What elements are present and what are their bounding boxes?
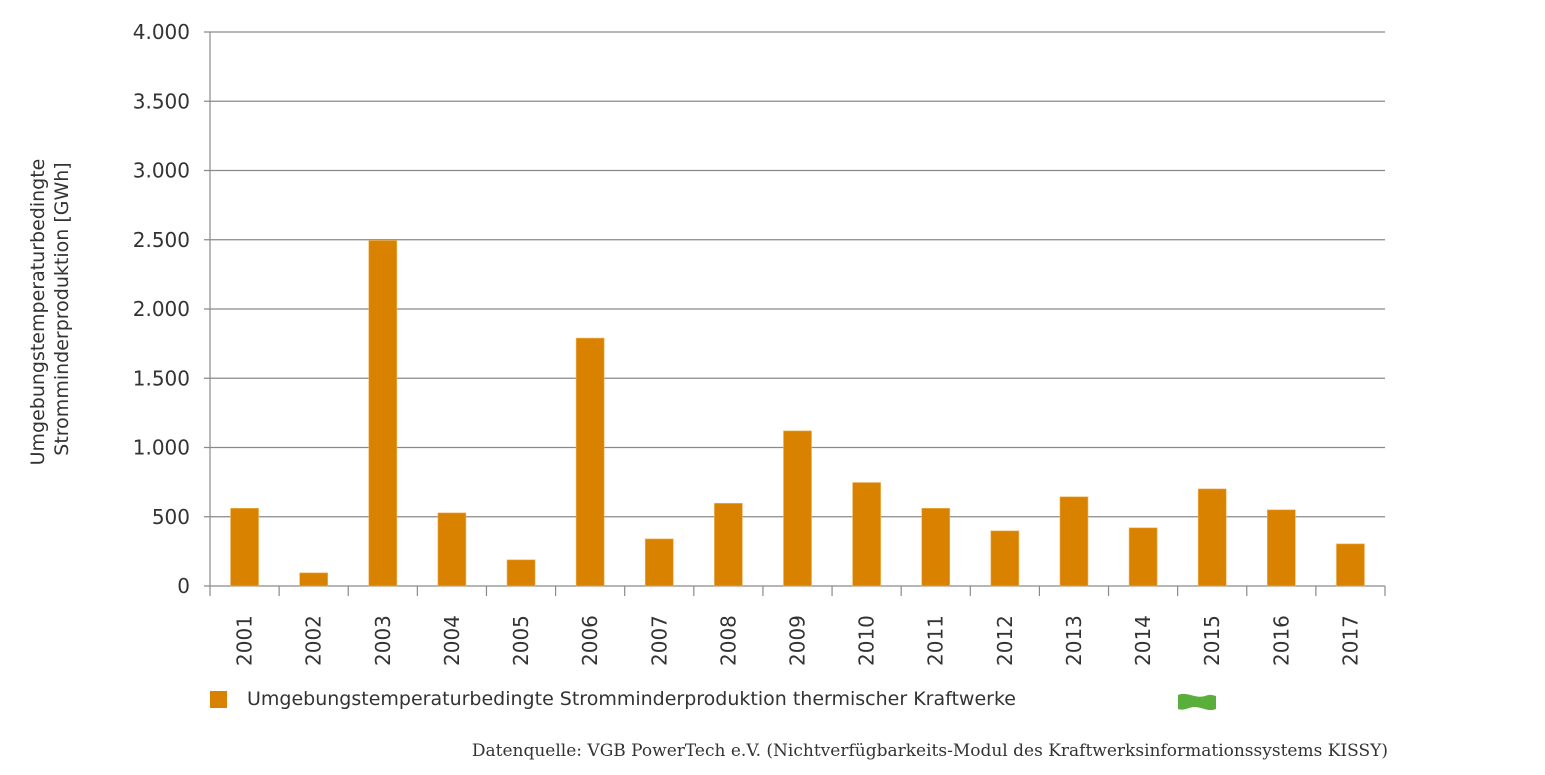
x-tick-label: 2010 [855,615,879,666]
bar-2001 [230,508,259,587]
legend: Umgebungstemperaturbedingte Stromminderp… [210,688,1016,710]
bar-2013 [1059,496,1089,587]
bar-2015 [1197,488,1227,587]
y-axis-label: Umgebungstemperaturbedingte Stromminderp… [27,153,73,466]
x-tick-label: 2005 [509,615,533,666]
legend-label: Umgebungstemperaturbedingte Stromminderp… [247,688,1016,710]
y-axis: 0 500 1.000 1.500 2.000 2.500 3.000 3.500 4.000 [133,20,211,598]
bar-2004 [437,512,467,587]
x-tick-label: 2012 [993,615,1017,666]
x-tick-label: 2016 [1269,615,1293,666]
bar-2010 [852,482,881,587]
x-tick-label: 2001 [233,615,257,666]
x-tick-label: 2017 [1338,615,1362,666]
y-tick-label: 2.500 [133,228,190,252]
data-source: Datenquelle: VGB PowerTech e.V. (Nichtve… [471,741,1388,761]
y-tick-label: 3.500 [133,89,190,113]
y-tick-label: 2.000 [133,297,190,321]
bar-2011 [921,508,951,587]
y-tick-label: 500 [152,505,190,529]
x-tick-label: 2007 [647,615,671,666]
grid-lines [204,31,1385,587]
legend-swatch [210,690,227,708]
x-tick-label: 2011 [924,615,948,666]
x-tick-label: 2008 [716,615,740,666]
y-tick-label: 3.000 [133,159,190,183]
y-axis-label-line-2: Stromminderproduktion [GWh] [51,162,73,455]
y-tick-label: 4.000 [133,20,190,44]
y-tick-label: 1.000 [133,436,190,460]
bar-2006 [575,337,605,587]
green-flag-icon [1178,693,1216,711]
y-axis-label-line-1: Umgebungstemperaturbedingte [27,159,49,466]
bar-2007 [644,538,674,587]
bar-2012 [990,530,1020,587]
bars [230,240,1365,587]
bar-2008 [714,503,743,587]
bar-2016 [1267,509,1296,587]
x-tick-label: 2014 [1131,615,1155,666]
bar-chart: 05001.0001.5002.0002.5003.0003.5004.000 … [27,20,1386,666]
bar-2005 [506,559,536,587]
x-axis: 2001 2002 2003 2004 2005 2006 2007 2008 2009 2010… [233,586,1386,666]
x-tick-label: 2003 [371,615,395,666]
x-tick-label: 2002 [302,615,326,666]
bar-2017 [1336,543,1365,587]
bar-2003 [368,240,398,587]
x-tick-label: 2006 [578,615,602,666]
y-tick-label: 1.500 [133,366,190,390]
bar-2014 [1128,527,1158,587]
y-tick-label: 0 [177,574,190,598]
bar-2002 [299,572,328,587]
x-tick-label: 2009 [786,615,810,666]
x-tick-label: 2013 [1062,615,1086,666]
x-tick-label: 2004 [440,615,464,666]
bar-2009 [783,430,812,587]
x-tick-label: 2015 [1200,615,1224,666]
